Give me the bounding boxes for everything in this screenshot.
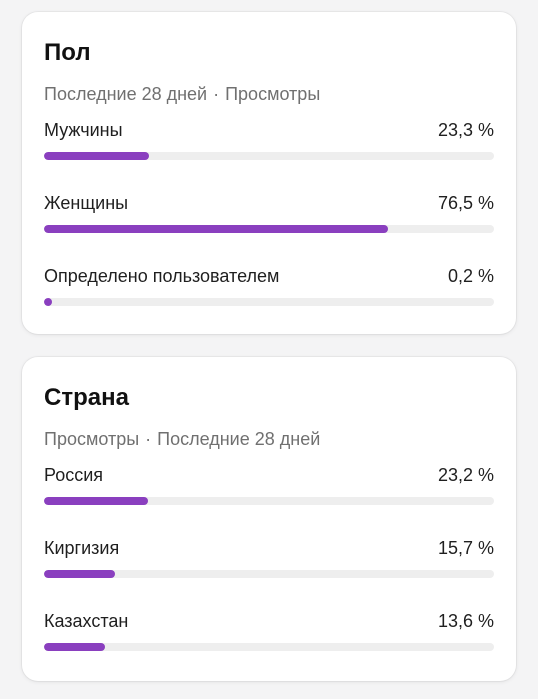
row-label: Россия — [44, 465, 104, 485]
list-item: Киргизия 15,7 % — [44, 536, 494, 609]
progress-track — [44, 570, 494, 578]
progress-fill — [44, 570, 115, 578]
subtitle-period: Последние 28 дней — [44, 84, 208, 104]
list-item: Россия 23,2 % — [44, 463, 494, 536]
card-title: Страна — [44, 384, 129, 411]
row-value: 23,3 % — [437, 120, 494, 140]
list-item: Мужчины 23,3 % — [44, 118, 494, 191]
row-label: Казахстан — [44, 611, 129, 631]
progress-track — [44, 298, 494, 306]
progress-track — [44, 643, 494, 651]
list-item: Женщины 76,5 % — [44, 191, 494, 264]
card-subtitle: Просмотры · Последние 28 дней — [44, 427, 494, 451]
row-value: 23,2 % — [437, 465, 494, 485]
progress-track — [44, 497, 494, 505]
progress-fill — [44, 152, 149, 160]
card-title: Пол — [44, 39, 91, 66]
country-rows: Россия 23,2 % Киргизия 15,7 % Казахстан … — [44, 463, 494, 682]
row-value: 15,7 % — [437, 538, 494, 558]
progress-fill — [44, 643, 106, 651]
subtitle-separator: · — [145, 429, 152, 449]
list-item: Определено пользователем 0,2 % — [44, 264, 494, 337]
row-value: 13,6 % — [437, 611, 494, 631]
subtitle-metric: Просмотры — [44, 429, 140, 449]
progress-track — [44, 152, 494, 160]
gender-rows: Мужчины 23,3 % Женщины 76,5 % Определено… — [44, 118, 494, 337]
progress-fill — [44, 225, 389, 233]
country-card: Страна Просмотры · Последние 28 дней Росси… — [22, 357, 516, 681]
progress-fill — [44, 497, 149, 505]
row-label: Женщины — [44, 193, 129, 213]
list-item: Казахстан 13,6 % — [44, 609, 494, 682]
row-value: 0,2 % — [447, 266, 494, 286]
gender-card: Пол Последние 28 дней · Просмотры Мужчины … — [22, 12, 516, 334]
row-label: Мужчины — [44, 120, 123, 140]
card-subtitle: Последние 28 дней · Просмотры — [44, 82, 494, 106]
progress-track — [44, 225, 494, 233]
row-label: Определено пользователем — [44, 266, 280, 286]
subtitle-metric: Просмотры — [225, 84, 321, 104]
subtitle-period: Последние 28 дней — [157, 429, 321, 449]
progress-fill — [44, 298, 52, 306]
subtitle-separator: · — [213, 84, 220, 104]
row-value: 76,5 % — [437, 193, 494, 213]
row-label: Киргизия — [44, 538, 120, 558]
